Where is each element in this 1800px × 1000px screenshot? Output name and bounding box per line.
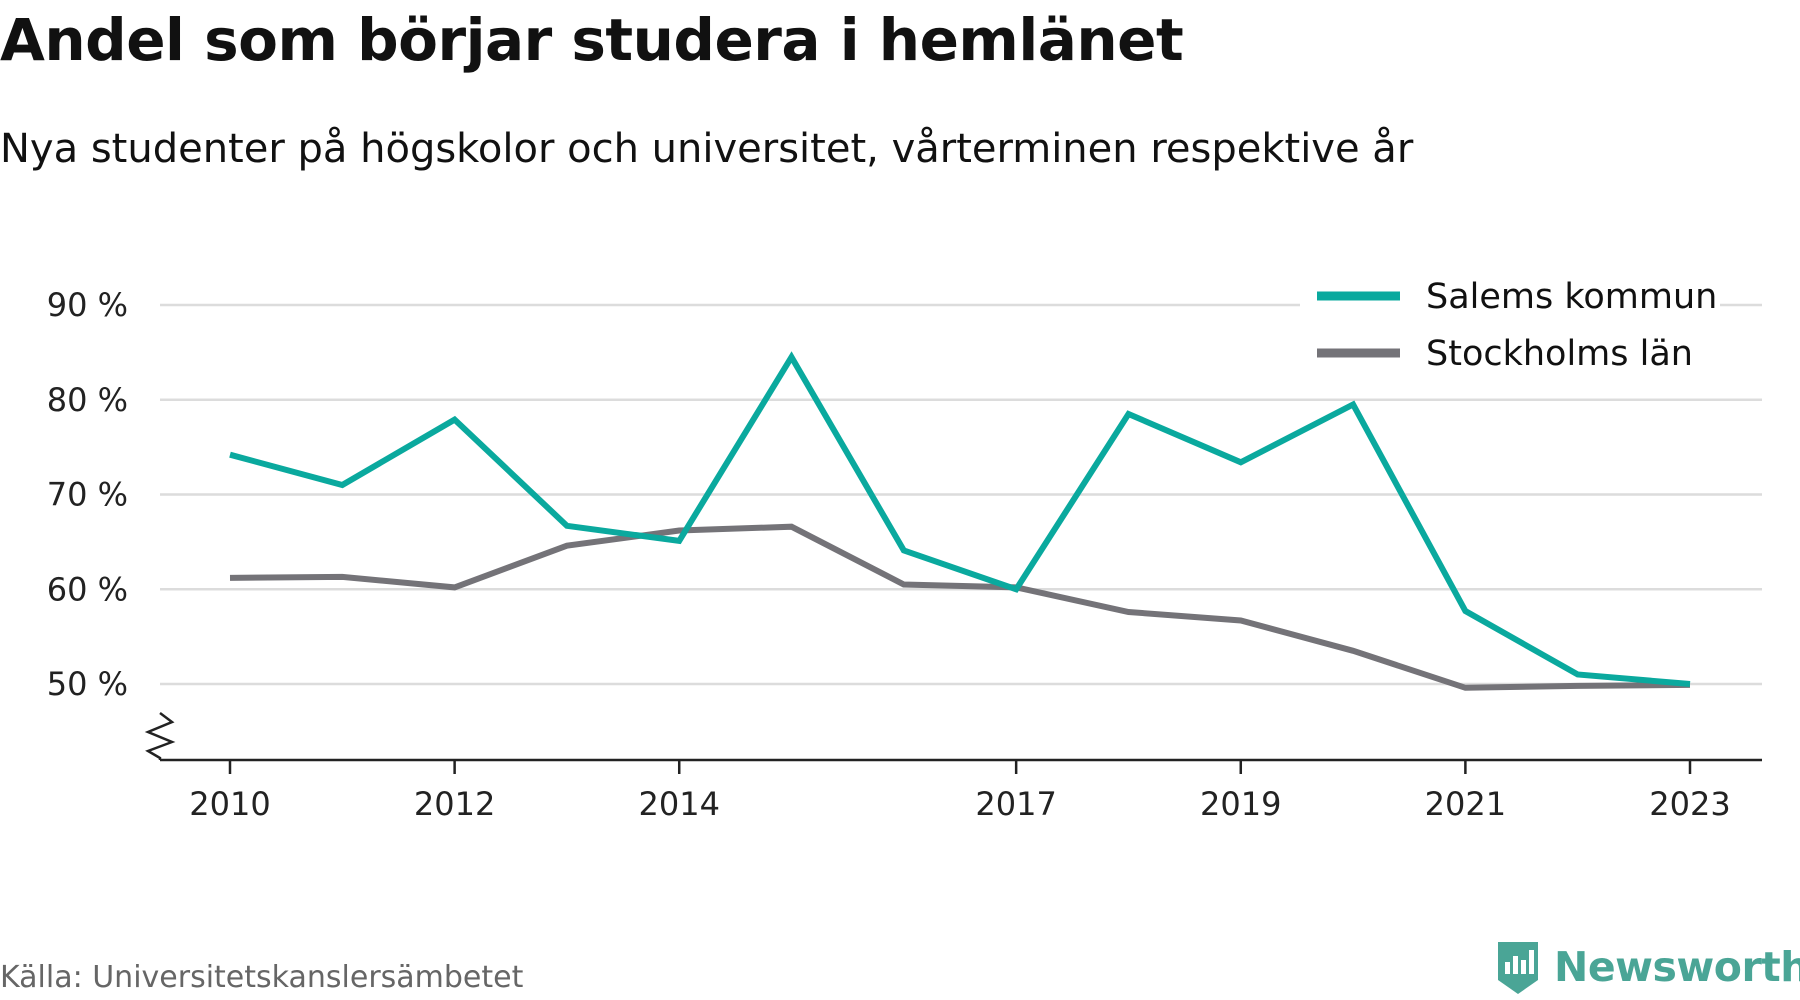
- line-chart: 50 %60 %70 %80 %90 % 2010 2012 2014 2017 201…: [46, 262, 1762, 823]
- x-tick-label: 2021: [1425, 785, 1506, 823]
- series-line-stockholms-lan: [229, 523, 1691, 691]
- legend: Salems kommun Stockholms län: [1300, 262, 1720, 382]
- y-axis-tick-labels: 50 % 60 % 70 % 80 % 90 %: [47, 286, 128, 703]
- brand-logo: Newsworthy: [1494, 938, 1800, 996]
- x-tick-label: 2012: [414, 785, 495, 823]
- x-tick-label: 2010: [189, 785, 270, 823]
- series-lines: [229, 351, 1691, 691]
- y-tick-label: 60 %: [47, 570, 128, 608]
- x-tick-label: 2023: [1649, 785, 1730, 823]
- series-line-salems-kommun: [229, 351, 1691, 687]
- y-tick-label: 70 %: [47, 476, 128, 514]
- legend-label: Stockholms län: [1426, 334, 1693, 374]
- y-tick-label: 90 %: [47, 286, 128, 324]
- chart-subtitle: Nya studenter på högskolor och universit…: [0, 126, 1414, 172]
- y-tick-label: 80 %: [47, 381, 128, 419]
- legend-label: Salems kommun: [1426, 277, 1717, 317]
- brand-name: Newsworthy: [1554, 943, 1800, 991]
- legend-background: [1300, 262, 1720, 382]
- x-tick-label: 2017: [975, 785, 1056, 823]
- x-axis: 2010 2012 2014 2017 2019 2021 2023: [144, 712, 1762, 823]
- newsworthy-logo-icon: [1498, 942, 1538, 994]
- x-tick-label: 2014: [639, 785, 720, 823]
- chart-title: Andel som börjar studera i hemlänet: [0, 6, 1184, 74]
- x-tick-label: 2019: [1200, 785, 1281, 823]
- source-note: Källa: Universitetskanslersämbetet: [0, 960, 524, 995]
- y-axis-break-icon: [144, 712, 176, 760]
- y-tick-label: 50 %: [47, 665, 128, 703]
